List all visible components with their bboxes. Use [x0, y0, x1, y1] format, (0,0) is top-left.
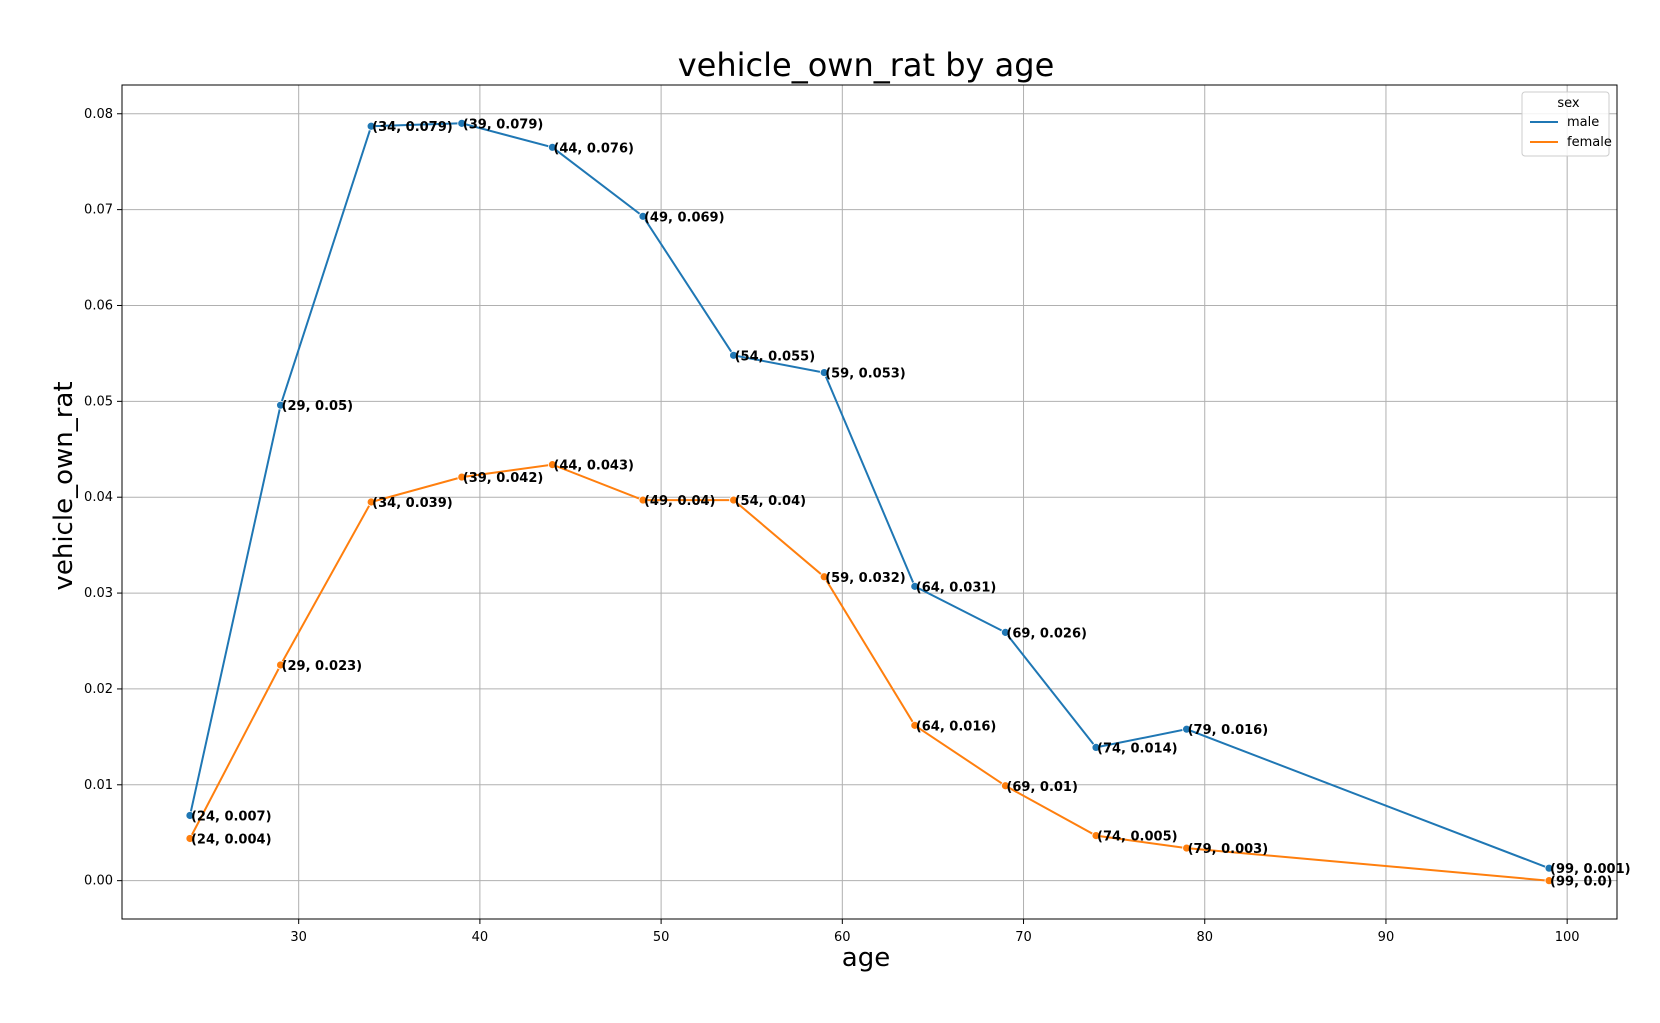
x-tick-label: 100: [1555, 930, 1580, 945]
data-label-female: (69, 0.01): [1006, 780, 1078, 795]
data-label-female: (24, 0.004): [191, 832, 272, 847]
data-point-male: [1544, 863, 1554, 873]
data-point-male: [638, 211, 648, 221]
data-point-female: [1001, 781, 1010, 791]
x-axis-label: age: [842, 943, 890, 973]
axes-layer: 30 40 50 60 70 80 90 100 0.00 0.01 0.02 0.03 0.04 0.0…: [84, 84, 1618, 945]
data-label-female: (74, 0.005): [1097, 830, 1178, 845]
data-point-male: [276, 400, 285, 410]
data-label-female: (59, 0.032): [825, 571, 906, 586]
grid-layer: [122, 85, 1617, 919]
data-label-female: (49, 0.04): [644, 494, 716, 509]
data-point-female: [819, 572, 829, 582]
data-label-male: (39, 0.079): [463, 117, 544, 132]
data-label-male: (54, 0.055): [735, 349, 816, 364]
data-label-female: (79, 0.003): [1188, 842, 1269, 857]
data-point-male: [1091, 743, 1101, 752]
data-label-male: (44, 0.076): [553, 141, 634, 156]
data-point-female: [1182, 843, 1192, 853]
data-point-female: [1544, 876, 1554, 886]
data-point-male: [547, 142, 557, 152]
data-label-female: (34, 0.039): [372, 496, 453, 511]
legend: sex male female: [1521, 91, 1612, 157]
y-tick-label: 0.05: [84, 394, 113, 409]
data-label-female: (99, 0.0): [1550, 875, 1612, 890]
data-point-female: [457, 472, 467, 482]
x-tick-label: 70: [1015, 930, 1032, 945]
plot-frame: [121, 84, 1618, 920]
series-layer: [185, 118, 1554, 886]
data-label-male: (29, 0.05): [282, 399, 354, 414]
y-tick-label: 0.00: [84, 874, 113, 889]
data-label-female: (54, 0.04): [735, 494, 807, 509]
legend-entry-female: female: [1567, 135, 1612, 150]
x-tick-label: 80: [1196, 930, 1213, 945]
y-tick-label: 0.07: [84, 203, 113, 218]
data-label-female: (39, 0.042): [463, 471, 544, 486]
y-tick-label: 0.02: [84, 682, 113, 697]
x-tick-label: 90: [1378, 930, 1395, 945]
x-tick-label: 60: [834, 930, 851, 945]
data-label-male: (24, 0.007): [191, 809, 272, 824]
data-point-female: [276, 660, 285, 670]
data-label-female: (44, 0.043): [553, 459, 634, 474]
data-point-male: [729, 350, 738, 360]
point-labels-layer: (24, 0.007) (29, 0.05) (34, 0.079) (39, 0.0…: [191, 117, 1631, 889]
data-label-female: (64, 0.016): [916, 719, 997, 734]
legend-title: sex: [1557, 96, 1580, 111]
data-label-male: (64, 0.031): [916, 580, 997, 595]
data-point-female: [638, 495, 648, 505]
x-tick-label: 30: [290, 930, 307, 945]
legend-box: [1521, 91, 1610, 157]
y-tick-label: 0.03: [84, 586, 113, 601]
legend-entry-male: male: [1567, 115, 1599, 130]
data-label-female: (29, 0.023): [282, 659, 363, 674]
data-point-male: [910, 581, 920, 591]
y-tick-label: 0.08: [84, 107, 113, 122]
data-label-male: (99, 0.001): [1550, 862, 1631, 877]
y-tick-label: 0.06: [84, 298, 113, 313]
x-tick-label: 50: [653, 930, 670, 945]
data-label-male: (69, 0.026): [1006, 626, 1087, 641]
data-point-female: [185, 834, 195, 843]
data-point-female: [729, 495, 738, 505]
y-tick-label: 0.01: [84, 778, 113, 793]
data-point-male: [1001, 627, 1010, 637]
data-label-male: (34, 0.079): [372, 120, 453, 135]
data-label-male: (59, 0.053): [825, 367, 906, 382]
data-point-female: [366, 497, 376, 507]
chart-title: vehicle_own_rat by age: [678, 46, 1055, 84]
data-point-female: [910, 720, 920, 730]
y-axis-label: vehicle_own_rat: [49, 381, 79, 590]
data-point-male: [185, 811, 195, 820]
data-label-male: (49, 0.069): [644, 210, 725, 225]
data-point-female: [1091, 831, 1101, 840]
data-point-female: [547, 460, 557, 470]
data-label-male: (74, 0.014): [1097, 741, 1178, 756]
data-point-male: [1182, 724, 1192, 734]
data-point-male: [819, 368, 829, 377]
x-tick-label: 40: [472, 930, 489, 945]
data-point-male: [457, 118, 467, 128]
data-label-male: (79, 0.016): [1188, 723, 1269, 738]
y-tick-label: 0.04: [84, 490, 113, 505]
data-point-male: [366, 121, 376, 131]
